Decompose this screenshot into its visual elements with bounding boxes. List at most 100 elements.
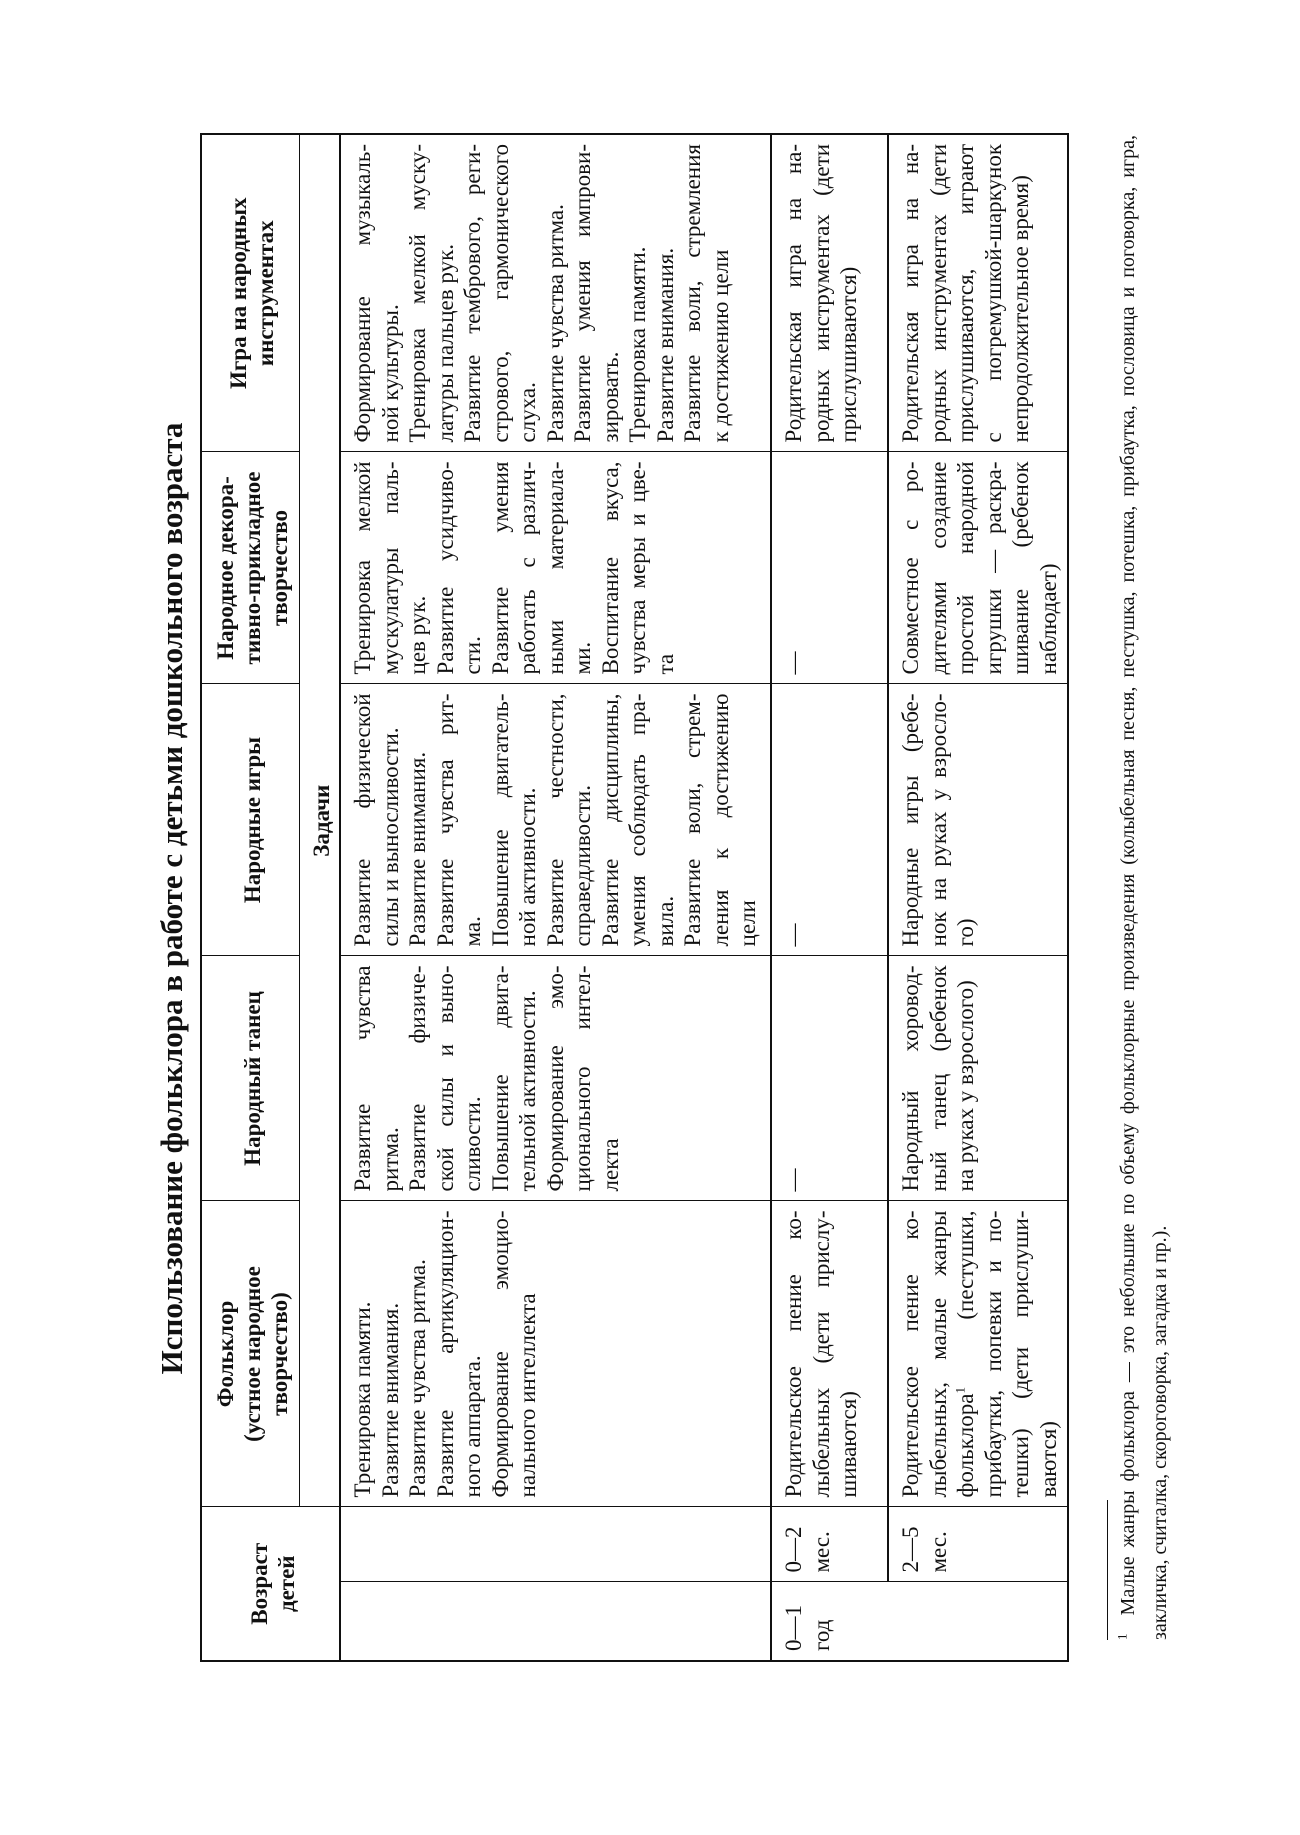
cell-text-line: работать с различ- [515, 461, 540, 675]
cell-text-line: Развитие усидчиво- [432, 461, 458, 675]
cell-text-line: ской силы и выно- [432, 965, 458, 1192]
cell-text-line: ного аппарата. [460, 1355, 485, 1498]
cell-text-line: родных инструментах (дети [925, 143, 951, 443]
header-line: тивно-прикладное [239, 471, 265, 665]
cell-text-line: Развитие дисциплины, [597, 693, 623, 947]
tasks-row: Задачи [299, 133, 340, 1661]
page-title: Использование фольклора в работе с детьм… [154, 422, 189, 1375]
tasks-header: Задачи [299, 133, 340, 1507]
cell-text-line: Повышение двигатель- [487, 693, 513, 947]
cell-text-line: Тренировка памяти. [350, 1301, 375, 1498]
header-line: Игра на народных [226, 197, 252, 390]
cell-text-line: Развитие внимания. [405, 751, 430, 947]
cell-text-line: цев рук. [405, 595, 430, 675]
cell-text-line: непродолжительное время) [1008, 175, 1033, 443]
cell-text-line: Развитие тембрового, реги- [460, 143, 485, 443]
cell-text-line: мес. [808, 1531, 834, 1573]
cell-text-line: тельной активности. [515, 990, 540, 1192]
cell-text-line: ной активности. [515, 787, 540, 947]
cell-text-line: стрового, гармонического [487, 143, 513, 443]
footnote-text: Малые жанры фольклора — это небольшие по… [1117, 134, 1171, 1640]
cell-text-line: Родительское пение ко- [781, 1210, 806, 1498]
cell-text-line: Формирование эмоцио- [487, 1210, 513, 1498]
cell-text-line: вила. [652, 895, 678, 947]
cell-text-line: нок на руках у взросло- [925, 693, 951, 947]
header-age: Возраст детей [201, 1506, 340, 1661]
cell-text-line: Тренировка мелкой [350, 461, 375, 675]
cell-text-line: шивание (ребенок [1008, 461, 1033, 675]
cell-text-line: ционального интел- [570, 965, 595, 1192]
cell-age-year: 0—1 год [771, 1582, 1068, 1661]
cell-text-line: мускулатуры паль- [377, 461, 403, 675]
footnote-divider [1107, 1500, 1108, 1640]
footnote-mark: 1 [1114, 1633, 1130, 1641]
cell-text-line: Развитие чувства [350, 965, 375, 1192]
cell-text-line: латуры пальцев рук. [432, 244, 458, 443]
cell-decor: Совместное с ро-дителями создание простой… [888, 451, 1068, 684]
table-row: 2—5 мес. Родительское пение ко-лыбельных,… [888, 133, 1068, 1661]
cell-text-line: Тренировка мелкой муску- [405, 143, 430, 443]
cell-text-line: Воспитание вкуса, [597, 461, 623, 675]
cell-text-line: та [652, 653, 678, 675]
cell-text-line: Совместное с ро- [898, 461, 923, 675]
header-line: творчество [266, 509, 292, 626]
cell-text-line: Развитие чувства ритма. [542, 204, 568, 443]
header-line: Народный танец [239, 991, 265, 1166]
cell-text-line: сливости. [460, 1096, 485, 1192]
folklore-table: Возраст детей Фольклор (устное народное тво… [200, 132, 1069, 1662]
cell-text-line: фольклора1 (пестушки, [952, 1210, 978, 1498]
cell-text-line: ными материала- [542, 461, 568, 675]
cell-text-line: Развитие артикуляцион- [432, 1210, 458, 1498]
cell-text-line: 0—1 [781, 1605, 806, 1651]
cell-text-line: Развитие чувства рит- [432, 693, 458, 947]
cell-text-line: шиваются) [836, 1391, 861, 1498]
cell-age-month: 2—5 мес. [888, 1506, 1068, 1582]
header-games: Народные игры [201, 683, 299, 956]
cell-text-line: тешки) (дети прислуши- [1008, 1210, 1033, 1498]
header-line: (устное народное [239, 1266, 265, 1442]
cell-text-line: сти. [460, 636, 485, 675]
cell-text-line: простой народной [953, 461, 978, 675]
cell-text-line: силы и выносливости. [377, 727, 403, 947]
cell-text-line: Развитие внимания. [652, 247, 678, 443]
cell-text-line: Формирование музыкаль- [350, 143, 375, 443]
header-dance: Народный танец [201, 955, 299, 1201]
cell-text-line: Развитие физиче- [405, 965, 430, 1192]
cell-text-line: Тренировка памяти. [625, 246, 650, 443]
cell-text-line: ритма. [377, 1127, 403, 1192]
cell-text-line: нального интеллекта [515, 1293, 540, 1498]
cell-text-line: с погремушкой-шаркунок [980, 143, 1006, 443]
cell-decor: — [771, 451, 888, 684]
header-line: Народные игры [239, 736, 265, 904]
cell-text-line: Народный хоровод- [898, 965, 923, 1192]
cell-text-line: Родительская игра на на- [781, 143, 806, 443]
cell-text-line: Развитие честности, [542, 693, 568, 947]
cell-text-line: Народные игры (ребе- [898, 693, 923, 947]
cell-text-line: го) [953, 918, 978, 947]
cell-text-line: год [808, 1619, 834, 1651]
table-row: 0—1 год 0—2 мес. Родительское пение ко-лыб… [771, 133, 1068, 1661]
cell-text-line: чувства меры и цве- [625, 461, 650, 675]
footnote: 1 Малые жанры фольклора — это небольшие … [1112, 135, 1176, 1640]
cell-age-month [340, 1506, 771, 1582]
cell-dance: — [771, 955, 888, 1201]
table-row: Тренировка памяти. Развитие внимания. Разв… [340, 133, 771, 1661]
cell-text-line: прибаутки, попевки и по- [980, 1210, 1006, 1498]
cell-text-line: прислушиваются, играют [953, 143, 978, 443]
cell-folklore: Тренировка памяти. Развитие внимания. Разв… [340, 1200, 771, 1507]
header-line: творчество) [266, 1292, 292, 1416]
cell-text-line: наблюдает) [1035, 563, 1061, 675]
cell-text-line: прислушиваются) [836, 266, 861, 443]
cell-text-line: Развитие умения [487, 461, 513, 675]
cell-text-line: ной культуры. [377, 304, 403, 443]
cell-games: Развитие физической силы и выносливости. Р… [340, 683, 771, 956]
cell-text-line: — [781, 923, 806, 947]
cell-text-line: ный танец (ребенок [925, 965, 951, 1192]
cell-text-line: Повышение двига- [487, 965, 513, 1192]
cell-text-line: Формирование эмо- [542, 965, 568, 1192]
cell-games: Народные игры (ребе-нок на руках у взрос… [888, 683, 1068, 956]
cell-text-line: Развитие чувства ритма. [405, 1259, 430, 1498]
header-line: детей [273, 1555, 299, 1613]
header-instruments: Игра на народных инструментах [201, 133, 299, 452]
